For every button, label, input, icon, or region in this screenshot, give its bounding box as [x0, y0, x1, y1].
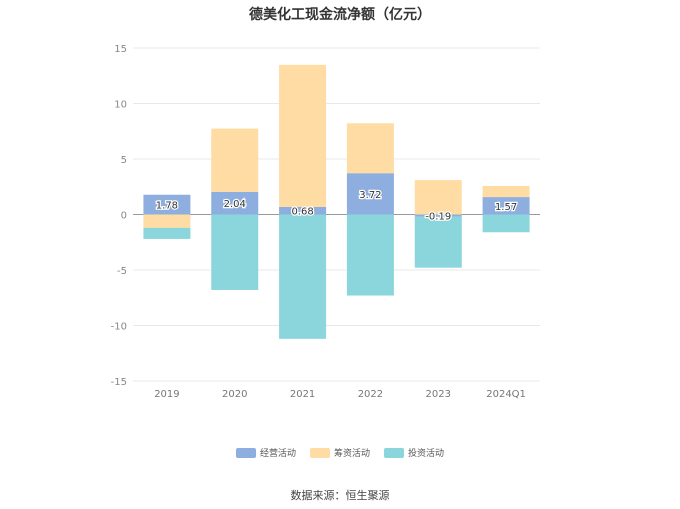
x-tick-label: 2023 — [426, 389, 451, 400]
bar-segment — [482, 197, 530, 215]
bar-segment — [346, 214, 394, 296]
legend-swatch — [309, 447, 330, 458]
x-tick-label: 2022 — [358, 389, 383, 400]
legend-item[interactable]: 经营活动 — [235, 446, 296, 459]
data-label: 1.57 — [495, 202, 517, 213]
bar-segment — [211, 191, 259, 215]
legend-item[interactable]: 投资活动 — [384, 446, 444, 459]
bar-segment — [414, 180, 462, 215]
bar-segment — [211, 128, 259, 192]
legend-swatch — [235, 447, 256, 458]
bar-segment — [143, 194, 191, 215]
y-tick-label: -15 — [111, 377, 127, 388]
bar-segment — [414, 216, 462, 268]
data-label: 3.72 — [359, 190, 381, 201]
y-tick-label: -5 — [117, 266, 127, 277]
x-tick-label: 2019 — [154, 389, 179, 400]
bar-segment — [482, 185, 530, 198]
legend-label: 经营活动 — [259, 449, 296, 459]
bar-segment — [279, 64, 327, 207]
y-tick-label: 10 — [114, 100, 127, 111]
legend-swatch — [384, 447, 404, 458]
bar-segment — [482, 214, 530, 233]
data-source-note: 数据来源：恒生聚源 — [290, 489, 390, 502]
bar-segment — [143, 227, 191, 239]
legend-label: 投资活动 — [408, 449, 445, 459]
data-label: 2.04 — [224, 199, 246, 210]
y-tick-label: -10 — [111, 322, 127, 333]
y-tick-label: 15 — [114, 44, 127, 55]
y-tick-label: 0 — [121, 211, 127, 222]
bar-segment — [346, 173, 394, 215]
data-label: -0.19 — [425, 212, 451, 223]
data-label: 0.68 — [291, 207, 313, 218]
legend-label: 筹资活动 — [333, 449, 370, 459]
chart-title: 德美化工现金流净额（亿元） — [249, 7, 431, 23]
data-label: 1.78 — [156, 201, 178, 212]
bar-segment — [143, 214, 191, 228]
x-tick-label: 2024Q1 — [486, 389, 526, 400]
bar-segment — [414, 214, 462, 217]
x-tick-label: 2020 — [222, 389, 247, 400]
chart-legend: 经营活动 筹资活动 投资活动 — [0, 446, 680, 459]
bar-segment — [279, 214, 327, 339]
bar-segment — [346, 123, 394, 174]
y-tick-label: 5 — [121, 155, 127, 166]
bar-segment — [279, 206, 327, 215]
legend-item[interactable]: 筹资活动 — [309, 446, 370, 459]
bar-segment — [211, 214, 259, 290]
x-tick-label: 2021 — [290, 389, 315, 400]
